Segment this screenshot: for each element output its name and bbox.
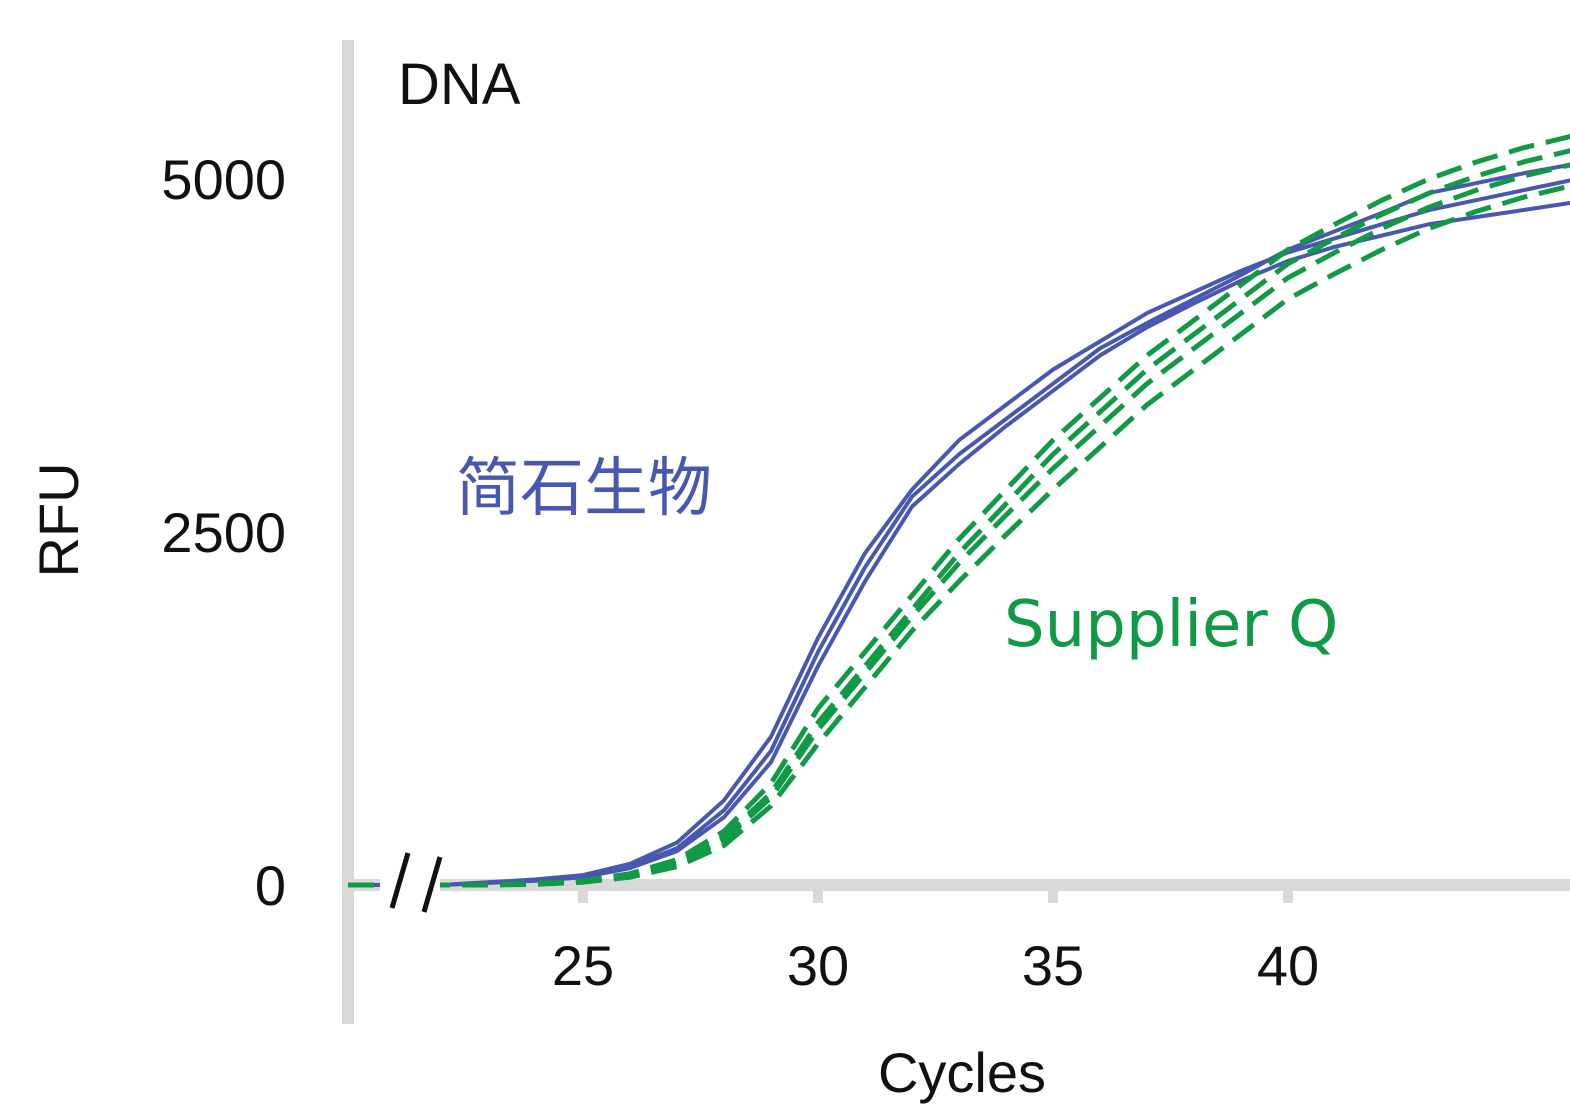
y-tick-label: 0 bbox=[255, 854, 286, 917]
series-line-supplier-q-5 bbox=[348, 148, 1570, 888]
x-axis-label: Cycles bbox=[878, 1041, 1046, 1104]
series-line-supplier-q-4 bbox=[348, 134, 1570, 888]
series-layer bbox=[348, 134, 1570, 888]
x-ticks: 25 30 35 40 bbox=[552, 885, 1319, 997]
x-tick-label: 25 bbox=[552, 934, 614, 997]
x-tick-label: 40 bbox=[1257, 934, 1319, 997]
y-tick-label: 2500 bbox=[161, 501, 286, 564]
y-axis-label: RFU bbox=[27, 462, 90, 577]
x-tick-label: 30 bbox=[787, 934, 849, 997]
x-tick-label: 35 bbox=[1022, 934, 1084, 997]
axis-break-marker bbox=[380, 852, 443, 913]
y-tick-label: 5000 bbox=[161, 148, 286, 211]
series-line-supplier-q-7 bbox=[348, 183, 1570, 888]
y-ticks: 0 2500 5000 bbox=[161, 148, 286, 917]
series-label-jianshi: 简石生物 bbox=[456, 452, 712, 526]
series-label-supplier-q: Supplier Q bbox=[1004, 588, 1338, 662]
series-line-jianshi-1 bbox=[348, 178, 1570, 887]
chart-title: DNA bbox=[398, 52, 521, 117]
series-line-supplier-q-6 bbox=[348, 162, 1570, 888]
